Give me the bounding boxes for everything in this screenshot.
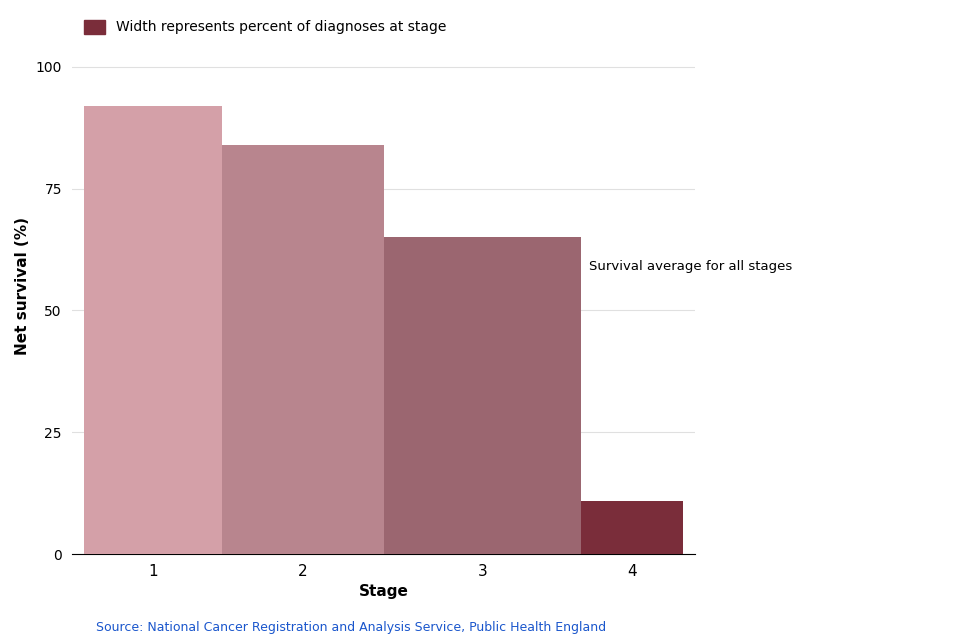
X-axis label: Stage: Stage — [359, 584, 408, 600]
Bar — [222, 145, 384, 554]
Y-axis label: Net survival (%): Net survival (%) — [15, 217, 30, 355]
Bar — [581, 500, 683, 554]
Text: Survival average for all stages: Survival average for all stages — [589, 260, 793, 273]
Text: Source: National Cancer Registration and Analysis Service, Public Health England: Source: National Cancer Registration and… — [96, 621, 606, 634]
Legend: Width represents percent of diagnoses at stage: Width represents percent of diagnoses at… — [79, 14, 452, 40]
Bar — [384, 237, 581, 554]
Bar — [84, 106, 222, 554]
